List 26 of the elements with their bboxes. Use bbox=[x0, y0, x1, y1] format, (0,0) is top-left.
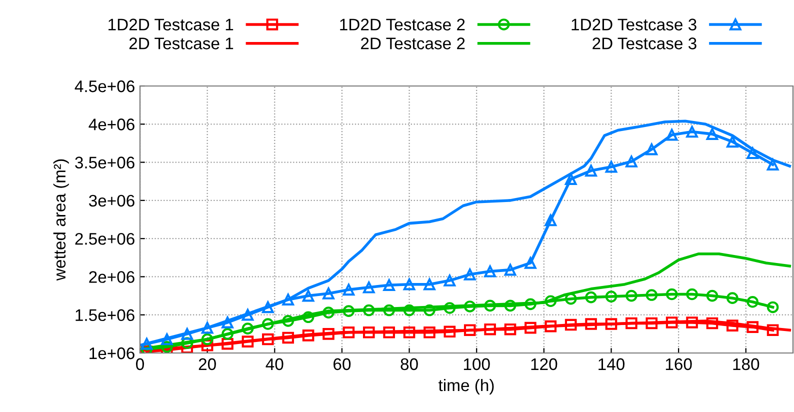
x-tick-label: 0 bbox=[136, 358, 144, 370]
x-axis-title: time (h) bbox=[438, 378, 494, 394]
x-tick-label: 140 bbox=[598, 358, 624, 370]
x-tick-label: 100 bbox=[464, 358, 490, 370]
legend-label: 1D2D Testcase 1 bbox=[108, 18, 234, 30]
y-tick-label: 4e+06 bbox=[88, 118, 134, 130]
y-axis-title: wetted area (m²) bbox=[53, 159, 69, 281]
legend-label: 1D2D Testcase 2 bbox=[340, 18, 465, 30]
x-tick-label: 120 bbox=[531, 358, 558, 370]
legend-label: 1D2D Testcase 3 bbox=[572, 18, 696, 30]
x-tick-label: 60 bbox=[334, 358, 351, 370]
legend-label: 2D Testcase 1 bbox=[129, 38, 234, 50]
x-tick-label: 160 bbox=[666, 358, 692, 370]
y-tick-label: 4.5e+06 bbox=[74, 80, 134, 92]
y-tick-label: 2.5e+06 bbox=[75, 232, 134, 245]
y-tick-label: 3e+06 bbox=[88, 194, 134, 207]
x-tick-label: 20 bbox=[198, 358, 216, 370]
y-tick-label: 1e+06 bbox=[90, 347, 134, 360]
legend-label: 2D Testcase 2 bbox=[361, 38, 465, 50]
x-tick-label: 180 bbox=[733, 358, 760, 370]
y-tick-label: 3.5e+06 bbox=[75, 156, 134, 168]
y-tick-label: 2e+06 bbox=[89, 271, 134, 283]
x-tick-label: 80 bbox=[400, 358, 418, 370]
x-tick-label: 40 bbox=[266, 358, 284, 370]
legend-label: 2D Testcase 3 bbox=[592, 38, 696, 50]
y-tick-label: 1.5e+06 bbox=[76, 309, 134, 322]
